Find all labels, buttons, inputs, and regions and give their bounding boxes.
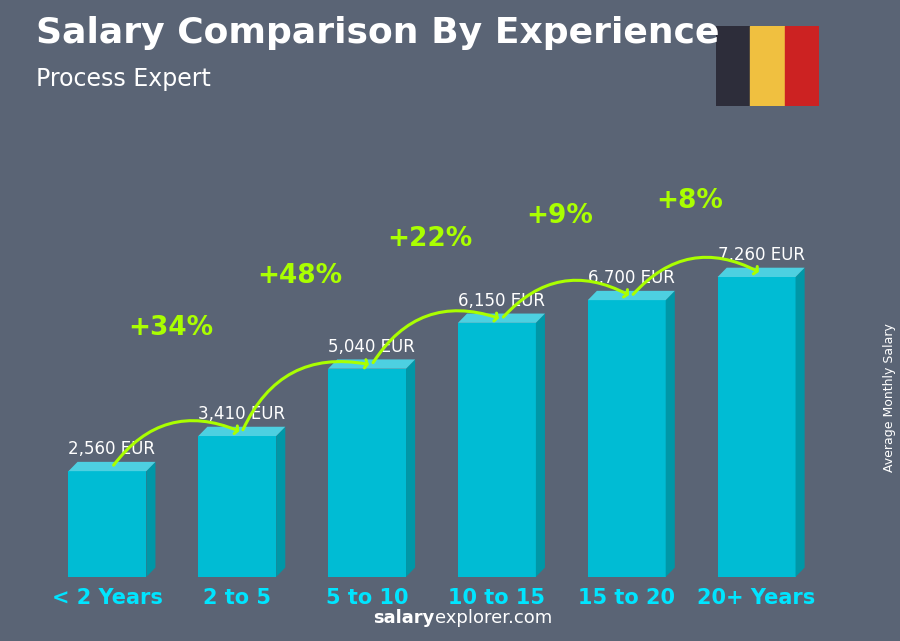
Text: 5,040 EUR: 5,040 EUR (328, 338, 415, 356)
Polygon shape (666, 291, 675, 577)
Bar (716, 26, 750, 106)
Polygon shape (147, 462, 156, 577)
Polygon shape (458, 313, 545, 323)
Text: +8%: +8% (656, 188, 724, 214)
Text: 3,410 EUR: 3,410 EUR (198, 405, 285, 423)
Text: salary: salary (374, 609, 435, 627)
Polygon shape (276, 427, 285, 577)
Bar (785, 26, 819, 106)
Text: 2,560 EUR: 2,560 EUR (68, 440, 156, 458)
Polygon shape (68, 462, 156, 471)
Polygon shape (328, 369, 406, 577)
Text: +48%: +48% (257, 263, 343, 288)
Text: Average Monthly Salary: Average Monthly Salary (883, 323, 896, 472)
Text: +9%: +9% (526, 203, 593, 229)
Text: +34%: +34% (128, 315, 213, 341)
Polygon shape (588, 291, 675, 300)
Polygon shape (536, 313, 545, 577)
Text: Process Expert: Process Expert (36, 67, 211, 91)
Polygon shape (406, 360, 415, 577)
Bar (750, 26, 785, 106)
Polygon shape (328, 360, 415, 369)
Polygon shape (717, 277, 796, 577)
Text: Salary Comparison By Experience: Salary Comparison By Experience (36, 16, 719, 50)
Polygon shape (198, 427, 285, 436)
Text: 7,260 EUR: 7,260 EUR (717, 246, 805, 264)
Text: 6,700 EUR: 6,700 EUR (588, 269, 675, 287)
Text: explorer.com: explorer.com (435, 609, 552, 627)
Polygon shape (458, 323, 536, 577)
Text: 6,150 EUR: 6,150 EUR (458, 292, 545, 310)
Polygon shape (796, 268, 805, 577)
Polygon shape (717, 268, 805, 277)
Polygon shape (68, 471, 147, 577)
Polygon shape (198, 436, 276, 577)
Text: +22%: +22% (387, 226, 472, 251)
Polygon shape (588, 300, 666, 577)
